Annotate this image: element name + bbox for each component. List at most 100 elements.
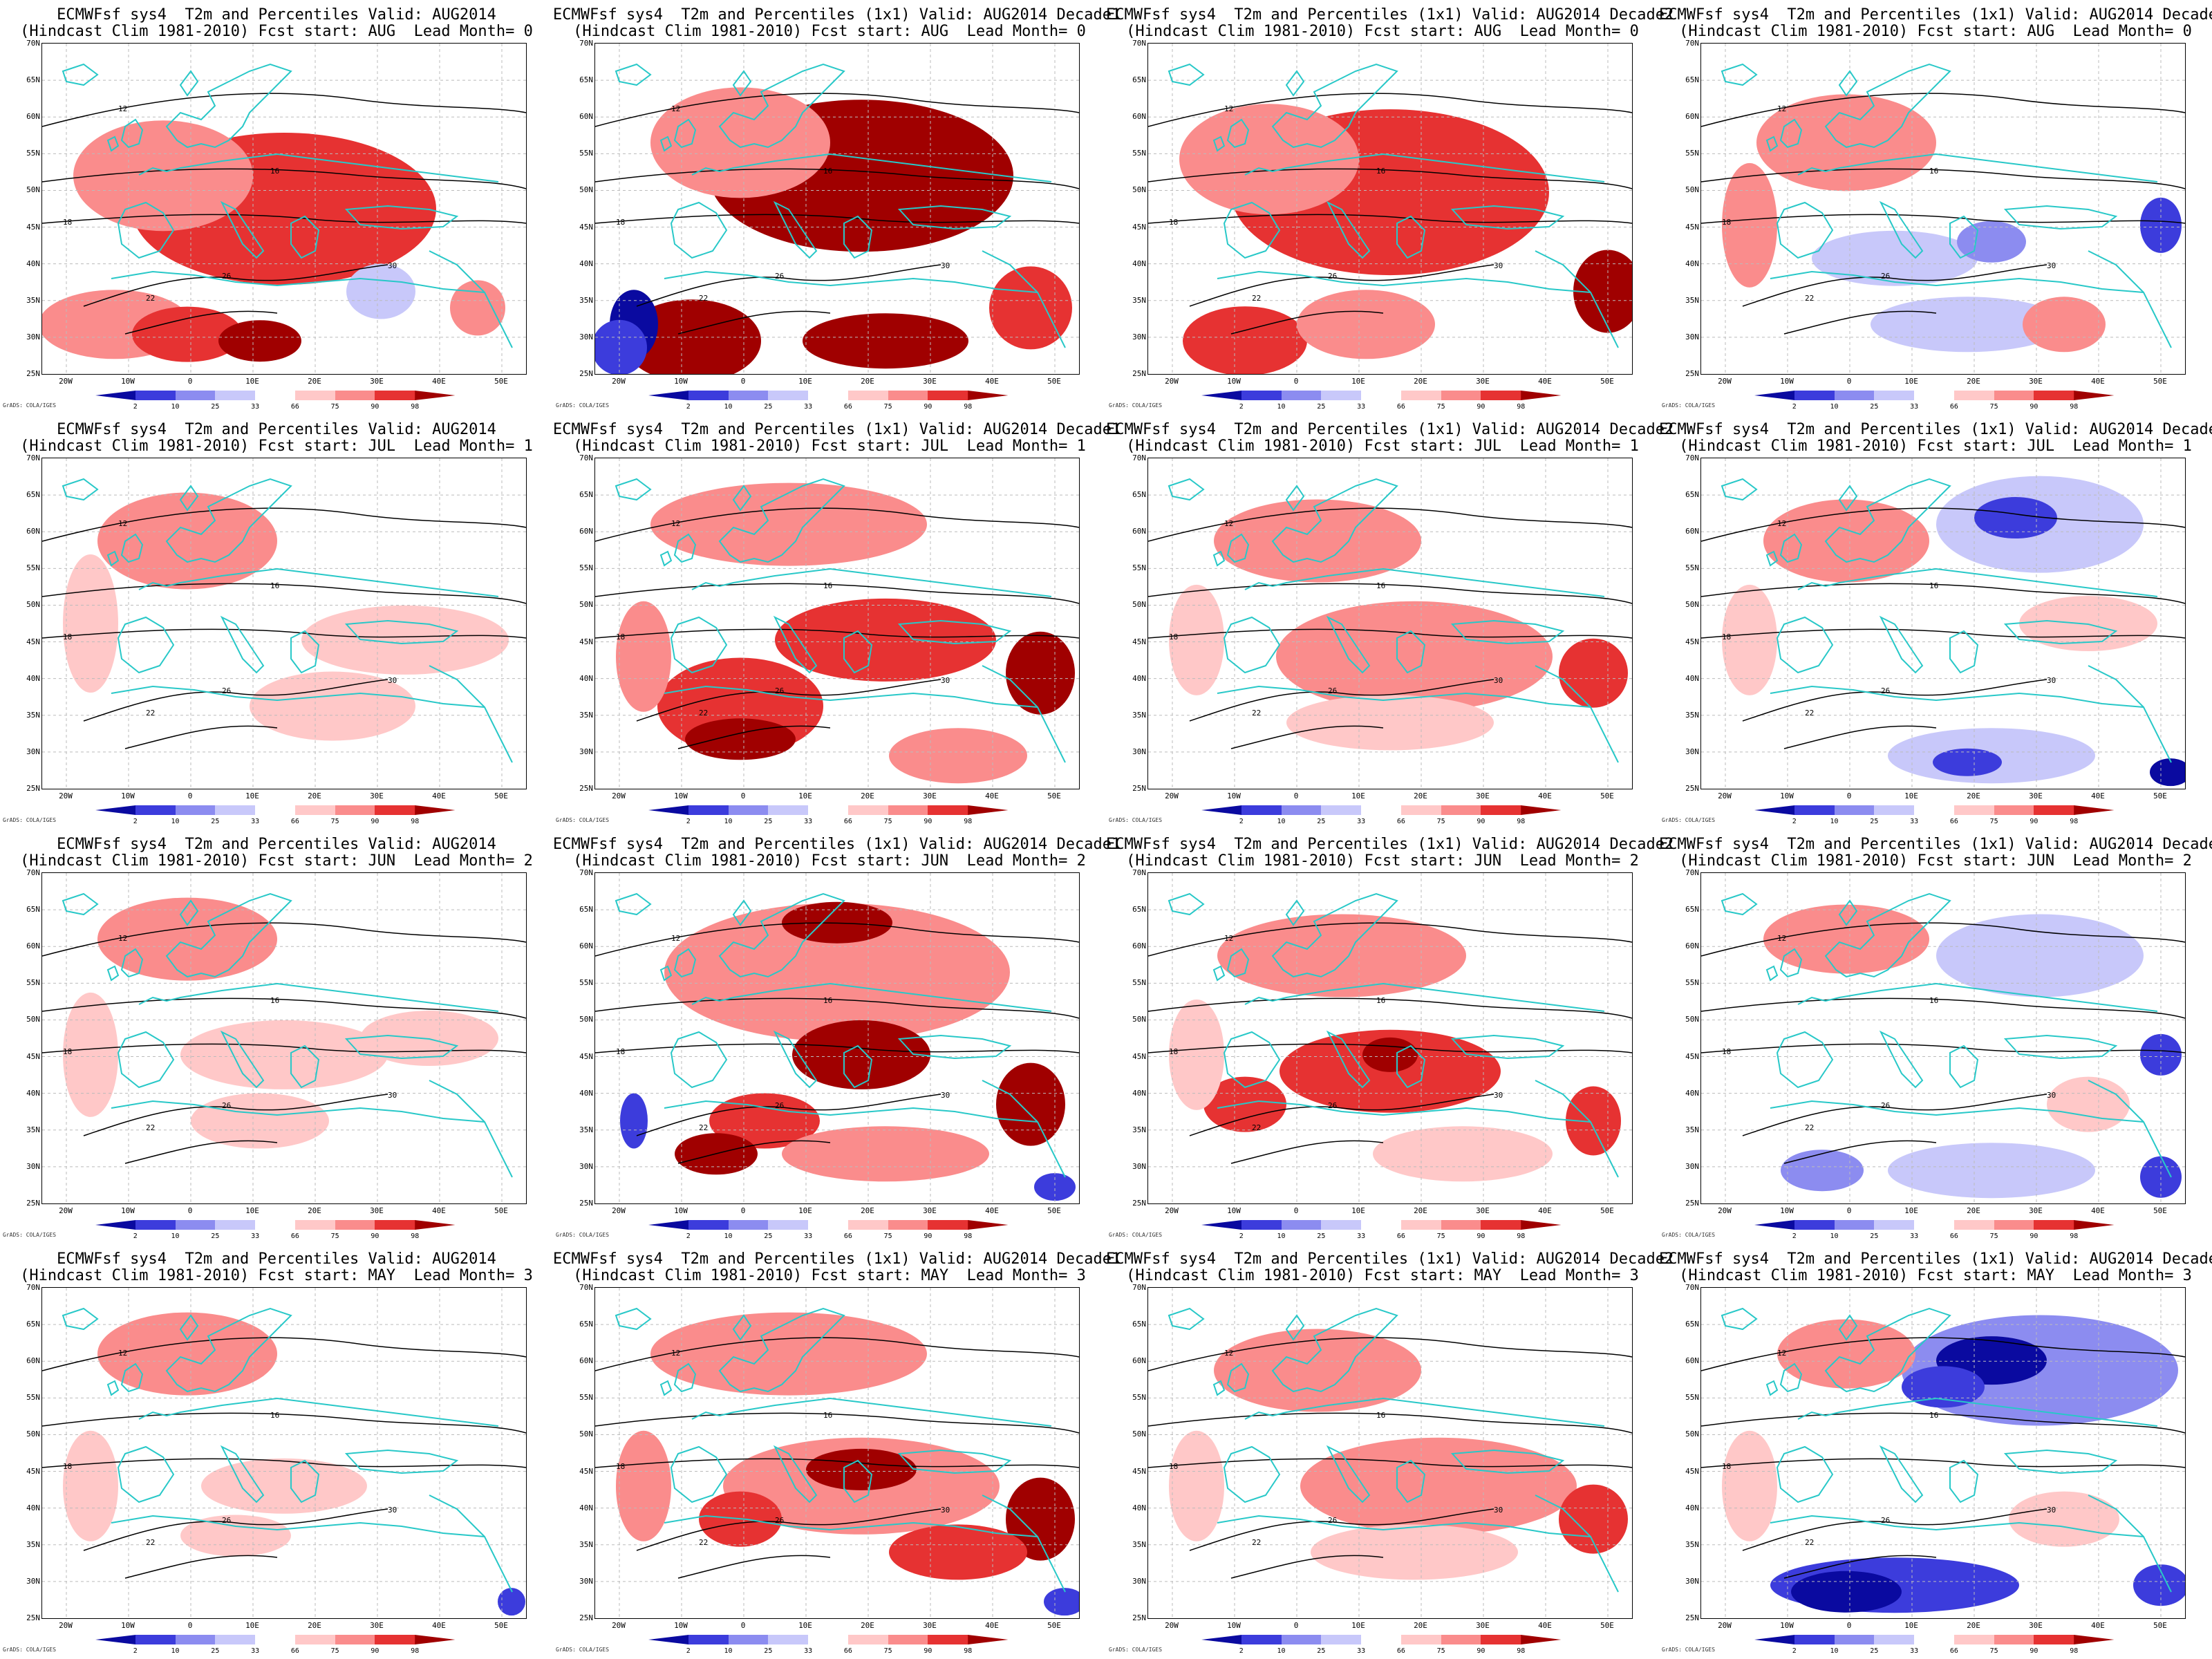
latitude-label: 35N [1116,1125,1146,1134]
percentile-shading [2009,1492,2119,1547]
latitude-label: 65N [563,490,593,499]
latitude-label: 30N [10,1577,40,1586]
contour-label: 22 [146,1123,155,1132]
longitude-label: 50E [1600,1621,1614,1630]
longitude-label: 20E [861,1621,874,1630]
colorbar-tick-label: 25 [1870,1232,1878,1240]
latitude-label: 35N [563,1125,593,1134]
colorbar-cell [215,805,255,815]
longitude-label: 10E [1904,791,1918,800]
latitude-label: 70N [10,1283,40,1292]
latitude-label: 35N [1669,1125,1699,1134]
contour-label: 30 [1494,1091,1503,1100]
latitude-label: 25N [1669,1199,1699,1208]
contour-label: 12 [1224,104,1233,113]
percentile-shading [1791,1571,1902,1613]
colorbar-cell [1994,1220,2034,1230]
contour-label: 12 [118,104,127,113]
contour-label: 16 [823,1411,832,1420]
contour-label: 18 [1722,632,1731,641]
latitude-label: 60N [1116,527,1146,536]
colorbar-cell [729,805,769,815]
colorbar-cell [1282,1220,1322,1230]
temperature-contour [42,93,526,126]
percentile-map: 12 16 18 22 26 30 [41,458,527,789]
colorbar-tick-label: 75 [1437,818,1445,825]
percentile-shading [1936,915,2144,997]
percentile-colorbar [1754,391,2114,400]
coastline [1777,1032,1833,1087]
latitude-label: 25N [563,1199,593,1208]
colorbar-cell [968,1220,1008,1230]
percentile-map: 12 16 18 22 26 30 [1147,43,1633,375]
coastline [63,64,97,85]
temperature-contour [1148,1413,1632,1433]
latitude-label: 30N [563,1162,593,1171]
latitude-label: 30N [1116,332,1146,341]
longitude-label: 40E [432,1621,446,1630]
contour-label: 16 [270,167,279,176]
contour-label: 30 [2047,1506,2056,1515]
percentile-shading [450,280,505,335]
latitude-label: 70N [563,453,593,462]
contour-label: 16 [1929,581,1938,590]
contour-label: 22 [1252,1538,1261,1547]
latitude-label: 40N [1116,1503,1146,1512]
longitude-label: 0 [1294,1206,1299,1215]
colorbar-tick-label: 90 [1477,1647,1485,1655]
latitude-label: 45N [10,223,40,232]
colorbar-tick-label: 75 [1437,1647,1445,1655]
latitude-label: 45N [1116,637,1146,646]
colorbar-tick-label: 25 [764,1647,772,1655]
latitude-label: 55N [1669,563,1699,572]
contour-label: 16 [823,167,832,176]
contour-label: 12 [118,934,127,943]
longitude-label: 10E [798,1206,812,1215]
longitude-label: 10E [245,791,259,800]
longitude-label: 10W [1227,1206,1241,1215]
colorbar-cell [1994,391,2034,400]
colorbar-cell [1521,805,1561,815]
longitude-label: 0 [741,1206,746,1215]
latitude-label: 35N [10,711,40,720]
longitude-label: 30E [923,1206,937,1215]
longitude-label: 30E [923,1621,937,1630]
colorbar-cell [1794,391,1835,400]
colorbar-tick-label: 33 [1910,403,1918,411]
colorbar-tick-label: 2 [686,818,691,825]
colorbar-tick-label: 33 [1910,1647,1918,1655]
colorbar-tick-label: 25 [211,1647,219,1655]
latitude-label: 35N [1116,711,1146,720]
longitude-label: 20E [1414,377,1427,386]
contour-label: 12 [1777,519,1786,528]
percentile-shading [1812,231,1978,286]
colorbar-cell [335,805,375,815]
contour-label: 18 [616,1047,625,1056]
contour-label: 22 [146,294,155,303]
colorbar-tick-label: 98 [1517,1647,1525,1655]
colorbar-tick-label: 98 [1517,1232,1525,1240]
colorbar-cell [2074,391,2114,400]
colorbar-cell [648,1220,688,1230]
colorbar-cell [1835,1635,1875,1644]
percentile-shading [1722,1431,1777,1541]
contour-label: 22 [1252,709,1261,718]
colorbar-tick-label: 33 [1910,1232,1918,1240]
contour-label: 18 [1722,1462,1731,1471]
latitude-label: 50N [10,600,40,609]
panel-subtitle: (Hindcast Clim 1981-2010) Fcst start: JU… [0,853,553,870]
percentile-map: 12 16 18 22 26 30 [41,872,527,1204]
longitude-label: 20E [1967,1621,1980,1630]
latitude-label: 25N [10,784,40,793]
latitude-label: 60N [1669,527,1699,536]
colorbar-cell [375,391,415,400]
grads-credit: GrADS: COLA/IGES [1662,1232,1715,1238]
colorbar-cell [1282,391,1322,400]
colorbar-tick-label: 66 [1397,818,1405,825]
colorbar-cell [375,1220,415,1230]
percentile-map: 12 16 18 22 26 30 [41,1287,527,1619]
longitude-label: 10E [1904,1621,1918,1630]
percentile-shading [1006,632,1075,715]
latitude-label: 60N [10,112,40,121]
colorbar-cell [2074,1220,2114,1230]
